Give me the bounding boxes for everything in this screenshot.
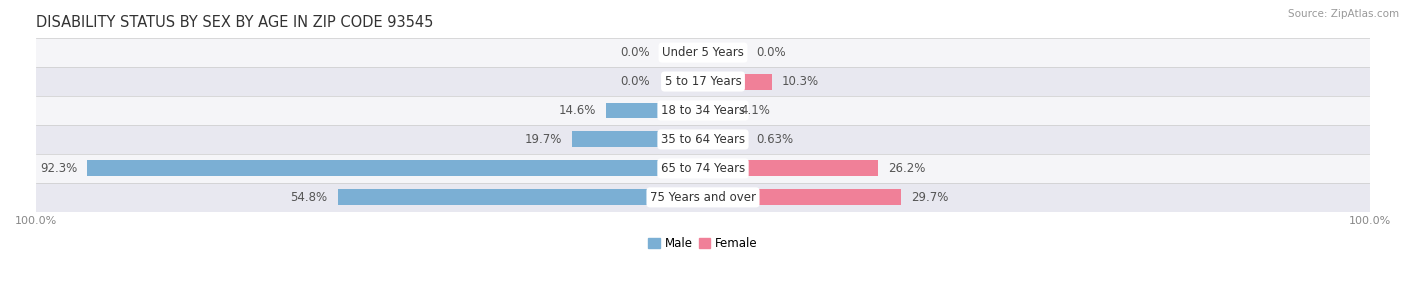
Text: 29.7%: 29.7% (911, 191, 949, 204)
Bar (37, 154, 1369, 183)
Text: 54.8%: 54.8% (291, 191, 328, 204)
Text: 19.7%: 19.7% (524, 133, 561, 146)
Bar (337, 189, 703, 205)
Bar (37, 183, 1369, 212)
Bar (703, 131, 707, 147)
Bar (703, 189, 901, 205)
Text: 10.3%: 10.3% (782, 75, 818, 88)
Bar (703, 102, 730, 118)
Text: 0.0%: 0.0% (620, 75, 650, 88)
Text: 18 to 34 Years: 18 to 34 Years (661, 104, 745, 117)
Text: 5 to 17 Years: 5 to 17 Years (665, 75, 741, 88)
Bar (37, 125, 1369, 154)
Bar (703, 160, 877, 176)
Text: 4.1%: 4.1% (741, 104, 770, 117)
Text: Source: ZipAtlas.com: Source: ZipAtlas.com (1288, 9, 1399, 19)
Bar (703, 74, 772, 89)
Text: 14.6%: 14.6% (558, 104, 596, 117)
Text: 65 to 74 Years: 65 to 74 Years (661, 162, 745, 175)
Text: 75 Years and over: 75 Years and over (650, 191, 756, 204)
Text: 0.63%: 0.63% (756, 133, 793, 146)
Bar (37, 67, 1369, 96)
Bar (37, 96, 1369, 125)
Text: 92.3%: 92.3% (41, 162, 77, 175)
Text: 0.0%: 0.0% (620, 46, 650, 59)
Text: Under 5 Years: Under 5 Years (662, 46, 744, 59)
Legend: Male, Female: Male, Female (644, 232, 762, 255)
Text: 0.0%: 0.0% (756, 46, 786, 59)
Bar (37, 38, 1369, 67)
Bar (606, 102, 703, 118)
Text: 35 to 64 Years: 35 to 64 Years (661, 133, 745, 146)
Text: DISABILITY STATUS BY SEX BY AGE IN ZIP CODE 93545: DISABILITY STATUS BY SEX BY AGE IN ZIP C… (37, 15, 433, 30)
Text: 26.2%: 26.2% (887, 162, 925, 175)
Bar (572, 131, 703, 147)
Bar (87, 160, 703, 176)
